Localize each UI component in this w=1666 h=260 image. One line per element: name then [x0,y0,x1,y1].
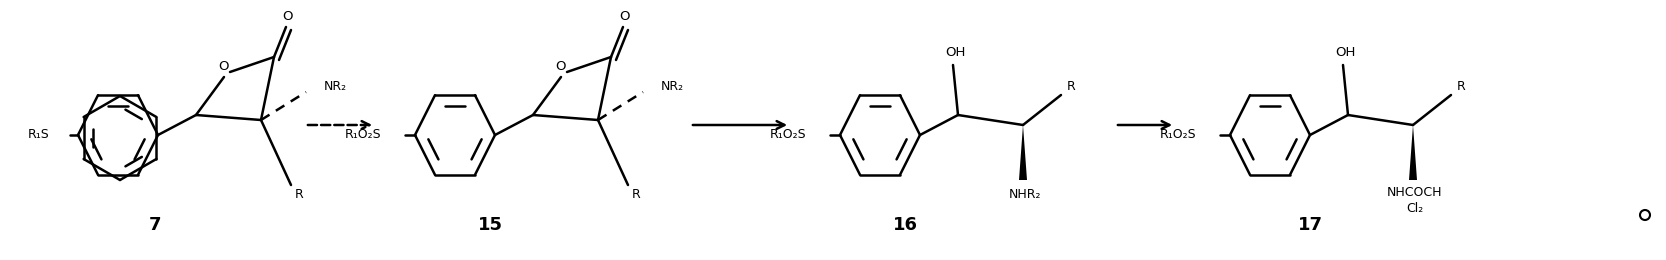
Text: R: R [1456,81,1466,94]
Text: R: R [295,188,303,202]
Text: R₁O₂S: R₁O₂S [770,128,806,141]
Text: R₁S: R₁S [28,128,50,141]
Text: O: O [556,61,566,74]
Polygon shape [1020,125,1026,180]
Text: R₁O₂S: R₁O₂S [1160,128,1196,141]
Text: O: O [218,61,230,74]
Text: R₁O₂S: R₁O₂S [345,128,382,141]
Text: OH: OH [1334,47,1354,60]
Text: 15: 15 [478,216,503,234]
Text: O: O [620,10,630,23]
Polygon shape [1409,125,1418,180]
Text: NR₂: NR₂ [661,81,685,94]
Text: NR₂: NR₂ [323,81,347,94]
Text: O: O [283,10,293,23]
Text: 16: 16 [893,216,918,234]
Text: 7: 7 [148,216,162,234]
Text: OH: OH [945,47,965,60]
Text: R: R [1066,81,1075,94]
Text: Cl₂: Cl₂ [1406,202,1424,214]
Text: NHR₂: NHR₂ [1008,188,1041,202]
Text: 17: 17 [1298,216,1323,234]
Text: NHCOCH: NHCOCH [1388,186,1443,199]
Text: R: R [631,188,640,202]
